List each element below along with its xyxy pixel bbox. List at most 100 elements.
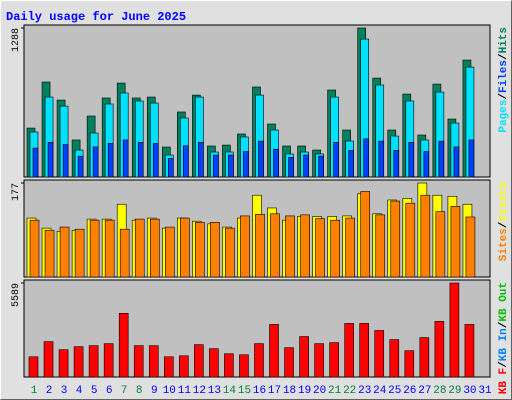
bar xyxy=(74,228,85,278)
bar xyxy=(348,150,354,178)
bar xyxy=(119,228,130,278)
x-tick-label: 13 xyxy=(208,385,221,397)
x-tick-label: 1 xyxy=(31,385,38,397)
bar xyxy=(270,213,280,278)
x-tick-label: 5 xyxy=(91,385,98,397)
bar xyxy=(299,336,309,378)
legend-entry: KB Out xyxy=(498,282,510,322)
bar xyxy=(389,339,400,378)
bar xyxy=(210,221,220,278)
x-tick-label: 10 xyxy=(163,385,176,397)
bar xyxy=(228,154,234,178)
bar xyxy=(284,347,294,378)
bar xyxy=(194,344,204,378)
x-tick-label: 27 xyxy=(418,385,431,397)
bar xyxy=(88,345,99,378)
bar xyxy=(255,214,265,278)
bar xyxy=(118,313,129,378)
legend: Pages/Files/Hits xyxy=(498,27,510,133)
bar xyxy=(47,141,54,178)
x-tick-label: 3 xyxy=(61,385,68,397)
legend-entry: Sites xyxy=(498,228,510,261)
bar xyxy=(404,350,415,378)
bar xyxy=(345,217,355,278)
legend-entry: Hits xyxy=(498,27,510,53)
bar xyxy=(378,140,385,178)
y-tick-label: 5589 xyxy=(11,283,22,307)
bar xyxy=(288,157,294,178)
bar xyxy=(243,151,249,178)
bar xyxy=(285,215,295,278)
bar xyxy=(92,146,99,178)
bar xyxy=(453,146,460,178)
bar xyxy=(152,143,159,178)
x-tick-label: 26 xyxy=(403,385,416,397)
x-tick-label: 28 xyxy=(433,385,446,397)
bar xyxy=(209,348,219,378)
x-tick-label: 21 xyxy=(328,385,342,397)
x-tick-label: 15 xyxy=(238,385,251,397)
bar xyxy=(134,218,145,278)
bar xyxy=(163,356,174,378)
legend-separator: / xyxy=(498,361,510,368)
bar xyxy=(73,346,84,378)
x-tick-label: 24 xyxy=(373,385,387,397)
bar xyxy=(374,330,385,378)
bar xyxy=(28,356,39,378)
bar xyxy=(375,214,386,278)
x-tick-label: 18 xyxy=(283,385,296,397)
x-tick-label: 16 xyxy=(253,385,266,397)
x-tick-label: 19 xyxy=(298,385,311,397)
bar xyxy=(104,219,115,278)
bar xyxy=(360,191,371,278)
bar xyxy=(258,140,264,178)
x-tick-label: 7 xyxy=(121,385,128,397)
x-tick-label: 8 xyxy=(136,385,143,397)
bar xyxy=(438,140,445,178)
bar xyxy=(359,323,370,378)
bar xyxy=(314,343,324,378)
x-tick-label: 11 xyxy=(178,385,192,397)
bar xyxy=(164,226,175,278)
bar xyxy=(225,227,235,278)
bar xyxy=(363,138,370,178)
legend-separator: / xyxy=(498,93,510,100)
y-tick-label: 1288 xyxy=(11,28,22,52)
x-tick-label: 2 xyxy=(46,385,53,397)
bar xyxy=(423,151,430,178)
bar xyxy=(89,219,100,278)
y-tick-label: 177 xyxy=(11,183,22,201)
legend-entry: KB F xyxy=(498,368,510,394)
legend: KB F/KB In/KB Out xyxy=(498,282,510,394)
x-tick-label: 25 xyxy=(388,385,401,397)
bar xyxy=(329,342,339,378)
bar xyxy=(468,139,475,178)
x-tick-label: 17 xyxy=(268,385,281,397)
bar xyxy=(183,145,189,178)
bar xyxy=(408,141,415,178)
legend: Sites/Visits xyxy=(498,182,510,261)
x-tick-label: 9 xyxy=(151,385,158,397)
bar xyxy=(318,155,324,178)
bar xyxy=(333,141,339,178)
bar xyxy=(434,321,445,378)
bar xyxy=(167,158,174,178)
bar xyxy=(224,353,234,378)
bar xyxy=(435,211,446,278)
x-tick-label: 29 xyxy=(448,385,461,397)
x-tick-label: 6 xyxy=(106,385,113,397)
legend-entry: Visits xyxy=(498,182,510,222)
bar xyxy=(148,345,159,378)
bar xyxy=(449,282,460,378)
legend-separator: / xyxy=(498,53,510,60)
bar xyxy=(450,206,461,278)
x-tick-label: 30 xyxy=(463,385,476,397)
bar xyxy=(32,147,39,178)
bar xyxy=(330,219,340,278)
bar xyxy=(59,226,70,278)
bar xyxy=(122,139,129,178)
bar xyxy=(198,141,204,178)
x-tick-label: 22 xyxy=(343,385,356,397)
bar xyxy=(239,354,249,378)
